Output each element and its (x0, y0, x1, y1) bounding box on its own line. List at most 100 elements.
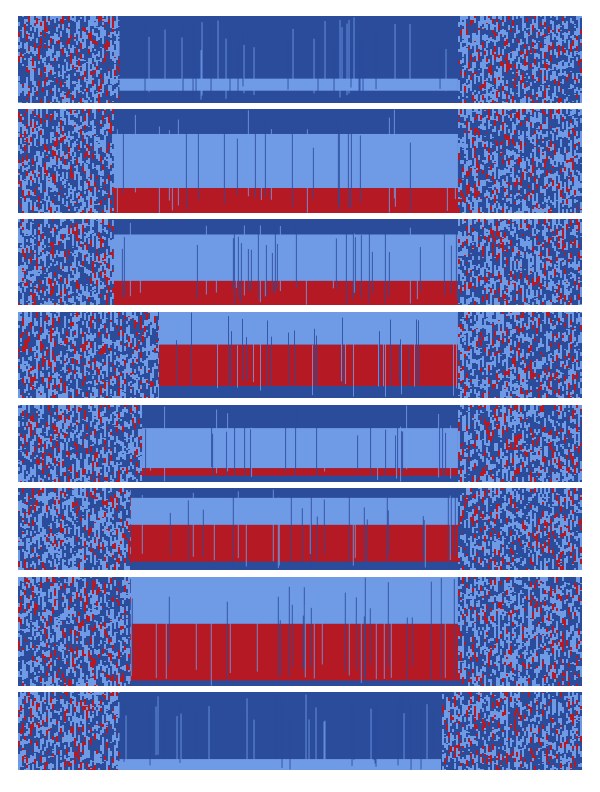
heatmap-cell (58, 207, 60, 211)
heatmap-cell (104, 55, 106, 57)
heatmap-cell (42, 131, 44, 135)
heatmap-cell (480, 109, 482, 115)
heatmap-cell (36, 389, 38, 394)
heatmap-cell (44, 328, 46, 329)
core-streak (341, 27, 343, 87)
heatmap-cell (572, 156, 574, 158)
heatmap-cell (558, 210, 560, 213)
heatmap-cell (548, 259, 550, 261)
heatmap-cell (540, 170, 542, 174)
heatmap-cell (502, 86, 504, 91)
heatmap-cell (482, 27, 484, 29)
heatmap-cell (472, 283, 474, 286)
heatmap-cell (32, 24, 34, 26)
heatmap-cell (72, 131, 74, 134)
heatmap-cell (34, 219, 36, 220)
heatmap-cell (492, 176, 494, 180)
heatmap-cell (26, 248, 28, 251)
heatmap-cell (60, 177, 62, 178)
heatmap-cell (540, 208, 542, 209)
heatmap-cell (558, 285, 560, 290)
heatmap-cell (110, 40, 112, 45)
heatmap-cell (62, 297, 64, 302)
heatmap-cell (46, 277, 48, 282)
heatmap-cell (484, 127, 486, 130)
heatmap-cell (36, 200, 38, 202)
heatmap-cell (580, 39, 582, 43)
heatmap-cell (534, 282, 536, 285)
heatmap-cell (52, 247, 54, 252)
heatmap-cell (508, 129, 510, 130)
heatmap-cell (112, 161, 114, 163)
heatmap-cell (562, 209, 564, 213)
heatmap-cell (470, 130, 472, 133)
heatmap-cell (478, 69, 480, 70)
heatmap-cell (548, 38, 550, 40)
heatmap-cell (528, 46, 530, 50)
heatmap-cell (54, 264, 56, 266)
heatmap-cell (524, 174, 526, 177)
heatmap-cell (20, 245, 22, 247)
heatmap-cell (510, 200, 512, 204)
heatmap-cell (108, 286, 110, 292)
heatmap-cell (46, 312, 48, 315)
heatmap-cell (92, 163, 94, 169)
heatmap-cell (504, 299, 506, 300)
heatmap-cell (534, 59, 536, 65)
heatmap-cell (490, 170, 492, 171)
heatmap-cell (466, 185, 468, 190)
heatmap-cell (470, 86, 472, 91)
heatmap-cell (32, 372, 34, 377)
heatmap-cell (574, 262, 576, 264)
heatmap-cell (18, 172, 20, 173)
heatmap-cell (474, 18, 476, 21)
heatmap-cell (504, 87, 506, 90)
heatmap-cell (50, 132, 52, 138)
heatmap-cell (506, 240, 508, 242)
heatmap-cell (30, 109, 32, 114)
heatmap-cell (572, 35, 574, 40)
heatmap-cell (522, 77, 524, 80)
heatmap-cell (564, 62, 566, 64)
heatmap-cell (570, 297, 572, 298)
heatmap-cell (62, 328, 64, 334)
heatmap-cell (574, 142, 576, 144)
heatmap-cell (56, 236, 58, 240)
heatmap-cell (578, 79, 580, 83)
heatmap-cell (546, 131, 548, 137)
core-streak (335, 238, 337, 290)
heatmap-cell (102, 16, 104, 18)
heatmap-cell (568, 55, 570, 58)
heatmap-cell (526, 137, 528, 138)
heatmap-cell (70, 16, 72, 20)
heatmap-cell (534, 117, 536, 123)
heatmap-cell (536, 94, 538, 97)
heatmap-cell (30, 203, 32, 204)
heatmap-cell (558, 189, 560, 195)
heatmap-cell (484, 228, 486, 234)
core-streak (271, 252, 273, 293)
heatmap-cell (522, 166, 524, 172)
heatmap-cell (512, 39, 514, 43)
heatmap-cell (502, 208, 504, 212)
heatmap-cell (44, 393, 46, 398)
heatmap-cell (26, 42, 28, 47)
heatmap-cell (60, 383, 62, 385)
heatmap-cell (462, 279, 464, 285)
heatmap-cell (542, 202, 544, 204)
heatmap-cell (558, 280, 560, 283)
heatmap-cell (62, 69, 64, 74)
heatmap-cell (494, 25, 496, 27)
heatmap-cell (22, 321, 24, 323)
heatmap-cell (468, 204, 470, 210)
heatmap-cell (66, 196, 68, 199)
heatmap-cell (500, 62, 502, 66)
heatmap-cell (20, 149, 22, 151)
heatmap-cell (92, 92, 94, 97)
heatmap-cell (542, 73, 544, 78)
heatmap-cell (566, 109, 568, 114)
heatmap-cell (40, 16, 42, 22)
heatmap-cell (522, 158, 524, 161)
heatmap-cell (96, 34, 98, 39)
heatmap-cell (514, 250, 516, 253)
